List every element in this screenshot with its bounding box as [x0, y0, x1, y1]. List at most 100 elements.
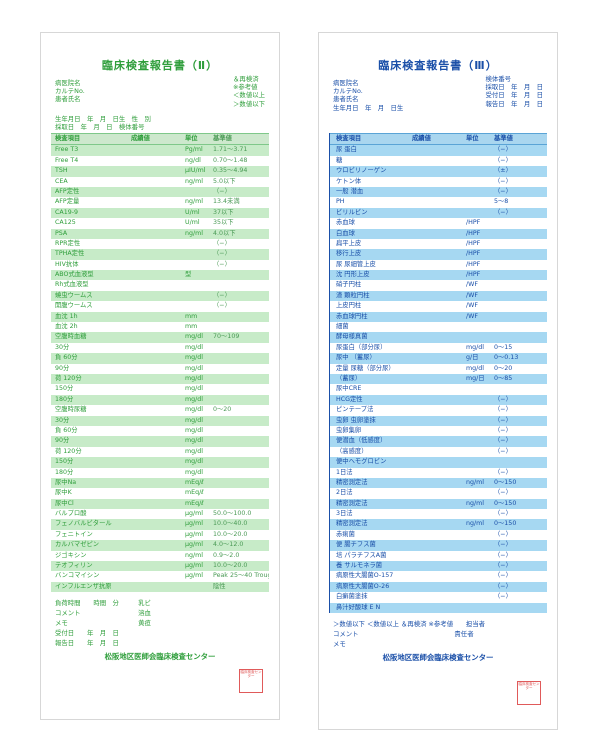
reference-range: （−） — [494, 593, 512, 601]
reference-range: （−） — [494, 177, 512, 185]
test-name: 血沈 1h — [55, 312, 78, 320]
table-row: 細菌 — [330, 322, 547, 332]
unit: /HPF — [466, 271, 481, 279]
test-name: 赤痢菌 — [336, 530, 355, 538]
table-row: 150分 mg/dl — [51, 457, 269, 468]
table-row: 負 60分 mg/dl — [51, 426, 269, 436]
test-name: 尿中K — [55, 489, 72, 497]
table-row: PSA ng/ml 4.0以下 — [51, 228, 269, 239]
table-header-row: 検査項目 成績値 単位 基準値 — [51, 133, 269, 146]
table-row: バンコマイシン μg/ml Peak 25〜40 Trough 5〜10 — [51, 571, 269, 581]
test-name: 1日法 — [336, 468, 353, 476]
table-row: 定量 尿糖（部分尿） mg/dl 0〜20 — [330, 364, 547, 374]
table-row: 病原性大腸菌O-26 （−） — [330, 581, 547, 593]
header-line: カルテNo. — [333, 87, 363, 96]
footer: 負荷時間 時間 分 乳ビ コメント 溶血 メモ 黄疸 受付日 年 月 日 報告日… — [41, 592, 279, 662]
unit: ng/dl — [185, 156, 201, 164]
reference-range: （−） — [494, 146, 512, 154]
table-row: 便潜血（低感度） （−） — [330, 436, 547, 447]
table-row: 白血球/HPF — [330, 228, 547, 239]
table-row: 180分 mg/dl — [51, 394, 269, 406]
header-line: 検体番号 — [485, 75, 512, 83]
unit: mg/dl — [185, 374, 203, 382]
table-row: 赤血球円柱/WF — [330, 311, 547, 323]
test-name: 2日法 — [336, 489, 353, 497]
reference-range: （−） — [494, 551, 512, 559]
page-title: 臨床検査報告書（Ⅲ） — [378, 59, 498, 72]
test-name: 移行上皮 — [336, 250, 362, 258]
results-table: 検査項目 成績値 単位 基準値 Free T3 Pg/ml 1.71〜3.71 Fre… — [51, 133, 269, 593]
unit: mg/日 — [466, 374, 485, 382]
reference-range: （−） — [494, 582, 512, 590]
table-row: ABO式血液型 型 — [51, 270, 269, 281]
test-name: AFP定量 — [55, 198, 80, 206]
test-name: カルバマゼピン — [55, 541, 100, 549]
unit: ng/ml — [185, 229, 203, 237]
test-name: 白癬菌塗抹 — [336, 593, 368, 601]
table-row: CA19-9 U/ml 37以下 — [51, 207, 269, 219]
table-row: 尿中Cl mEq/ℓ — [51, 498, 269, 510]
table-row: フェノバルビタール μg/ml 10.0〜40.0 — [51, 519, 269, 530]
table-row: 開腹ウームス （−） — [51, 301, 269, 311]
table-row: 白癬菌塗抹 （−） — [330, 592, 547, 602]
unit: /WF — [466, 302, 478, 310]
unit: mg/dl — [466, 364, 484, 372]
unit: μg/ml — [185, 530, 204, 538]
test-name: ケトン体 — [336, 177, 362, 185]
unit: mg/dl — [185, 333, 203, 341]
test-name: HCG定性 — [336, 395, 363, 403]
table-row: 血沈 1h mm — [51, 311, 269, 323]
test-name: 空腹時血糖 — [55, 333, 87, 341]
test-name: 30分 — [55, 343, 70, 351]
test-name: ジゴキシン — [55, 551, 87, 559]
test-name: 150分 — [55, 385, 74, 393]
unit: μg/ml — [185, 562, 204, 570]
unit: mg/dl — [466, 343, 484, 351]
table-row: 便 腸チフス菌 （−） — [330, 540, 547, 551]
reference-range: （−） — [494, 437, 512, 445]
table-row: （高感度） （−） — [330, 447, 547, 457]
test-name: 3日法 — [336, 510, 353, 518]
test-name: 病原性大腸菌O-157 — [336, 572, 394, 580]
col-header: 基準値 — [213, 135, 232, 142]
col-header: 成績値 — [412, 135, 431, 142]
unit: mm — [185, 312, 198, 320]
table-row: インフルエンザ抗原 陰性 — [51, 581, 269, 593]
table-row: Rh式血液型 — [51, 280, 269, 290]
reference-range: （−） — [213, 260, 231, 268]
col-header: 単位 — [466, 135, 479, 142]
test-name: 血沈 2h — [55, 323, 78, 331]
reference-range: 0〜15 — [494, 343, 513, 351]
reference-range: （−） — [213, 239, 231, 247]
table-row: 鼻汁好酸球 E N — [330, 602, 547, 613]
report-sheet-2: 臨床検査報告書（Ⅱ） 病医院名 カルテNo. 患者氏名 ＆再検済 ※参考値 ＜数… — [40, 32, 280, 720]
test-name: ウロビリノーゲン — [336, 167, 387, 175]
reference-range: （−） — [494, 406, 512, 414]
unit: mg/dl — [185, 343, 203, 351]
unit: mEq/ℓ — [185, 489, 204, 497]
table-row: 酵母様真菌 — [330, 332, 547, 343]
col-header: 成績値 — [131, 135, 150, 142]
unit: 型 — [185, 271, 192, 279]
test-name: （高感度） — [336, 447, 368, 455]
reference-range: 37以下 — [213, 208, 234, 216]
test-name: HIV抗体 — [55, 260, 79, 268]
unit: ng/ml — [185, 177, 203, 185]
reference-range: Peak 25〜40 Trough 5〜10 — [213, 572, 269, 580]
footer-line: 負荷時間 時間 分 乳ビ — [55, 599, 151, 608]
unit: mg/dl — [185, 426, 203, 434]
test-name: 虫卵 虫卵塗抹 — [336, 416, 376, 424]
seal-stamp: 臨床検査センター — [239, 669, 263, 693]
reference-range: （−） — [494, 426, 512, 434]
test-name: 尿 蛋白 — [336, 146, 357, 154]
header-left: 病医院名 カルテNo. 患者氏名 生年月日 年 月 日生 — [333, 79, 403, 112]
test-name: ABO式血液型 — [55, 271, 94, 279]
table-row: 180分 mg/dl — [51, 468, 269, 478]
table-row: 尿中Na mEq/ℓ — [51, 477, 269, 489]
footer-line: 受付日 年 月 日 — [55, 629, 119, 638]
test-name: バンコマイシン — [55, 572, 100, 580]
reference-range: （−） — [494, 562, 512, 570]
header-line: 報告日 年 月 日 — [485, 99, 543, 108]
table-row: テオフィリン μg/ml 10.0〜20.0 — [51, 561, 269, 572]
test-name: 負 60分 — [55, 354, 78, 362]
